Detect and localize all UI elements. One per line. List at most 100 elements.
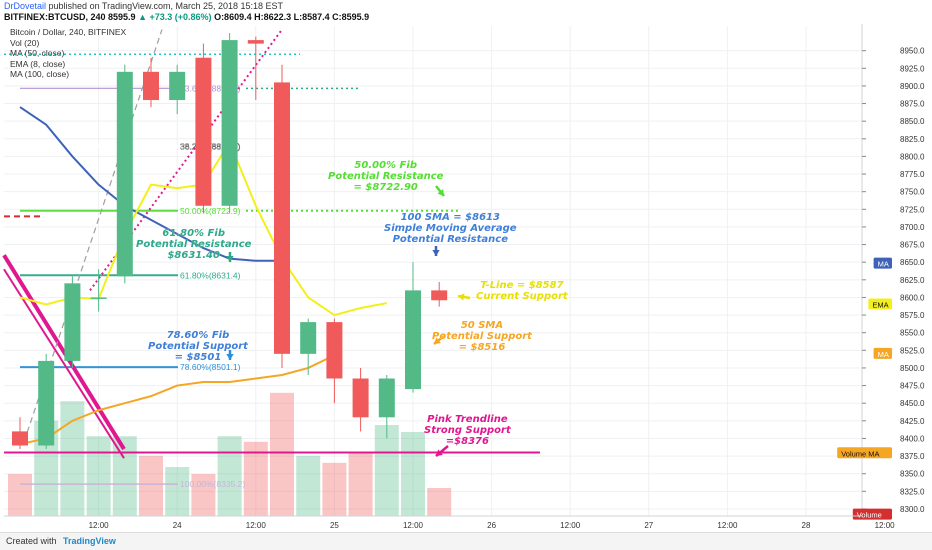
price-tick-label: 8850.0 (900, 117, 925, 126)
price-tick-label: 8500.0 (900, 364, 925, 373)
price-tick-label: 8875.0 (900, 100, 925, 109)
time-tick-label: 12:00 (875, 521, 896, 530)
time-tick-label: 12:00 (89, 521, 110, 530)
tradingview-logo[interactable]: TradingView (63, 536, 116, 546)
volume-bar (374, 425, 399, 516)
price-tag (873, 347, 892, 359)
price-tag (873, 257, 892, 269)
created-with-text: Created with (6, 536, 57, 546)
annotation-fib50: 50.00% Fib Potential Resistance = $8722.90 (328, 160, 444, 193)
volume-bar (217, 436, 242, 516)
price-tag (837, 447, 892, 459)
annotation-sma100: 100 SMA = $8613 Simple Moving Average Pote… (384, 212, 517, 245)
price-tick-label: 8300.0 (900, 505, 925, 514)
time-tick-label: 12:00 (560, 521, 581, 530)
time-tick-label: 26 (487, 521, 496, 530)
arrow-fib50-head (437, 189, 444, 196)
price-tick-label: 8625.0 (900, 276, 925, 285)
ma100-line (19, 106, 282, 262)
annotation-fib618: 61.80% Fib Potential Resistance $8631.40 (136, 228, 252, 261)
time-tick-label: 12:00 (246, 521, 267, 530)
volume-bar (322, 462, 347, 516)
fib-level-label: 50.00%(8722.9) (180, 206, 241, 216)
legend-ma100: MA (100, close) (10, 69, 70, 79)
price-tick-label: 8350.0 (900, 470, 925, 479)
volume-bar (86, 436, 111, 516)
price-tick-label: 8900.0 (900, 82, 925, 91)
price-tag-label: Volume MA (841, 449, 879, 458)
candle-body (12, 431, 28, 446)
candle-body (247, 40, 264, 44)
candle-body (378, 378, 395, 418)
price-tag (852, 508, 892, 520)
price-tick-label: 8375.0 (900, 452, 925, 461)
time-tick-label: 25 (330, 521, 339, 530)
price-tag-label: MA (878, 260, 889, 269)
chart-header: DrDovetail published on TradingView.com,… (0, 0, 932, 24)
price-chart[interactable]: 23.60%(8896.6)38.20%(8814.4)50.00%(8722.… (0, 24, 932, 532)
candle-body (169, 71, 186, 101)
legend-ma50: MA (50, close) (10, 48, 65, 58)
arrow-fib786 (226, 350, 234, 360)
price-tag-label: Volume (857, 511, 882, 520)
candle-body (405, 290, 421, 390)
plot-background (4, 26, 862, 516)
volume-bar (401, 432, 425, 516)
arrow-fib618-head (226, 256, 234, 262)
price-tick-label: 8750.0 (900, 188, 925, 197)
candle-body (221, 40, 238, 206)
symbol-line: BITFINEX:BTCUSD, 240 8595.9 ▲ +73.3 (+0.… (4, 12, 369, 22)
time-tick-label: 12:00 (717, 521, 738, 530)
arrow-fib618 (226, 252, 234, 262)
indicator-legend: Bitcoin / Dollar, 240, BITFINEX Vol (20)… (10, 27, 126, 80)
legend-symbol: Bitcoin / Dollar, 240, BITFINEX (10, 27, 127, 37)
candle-body (352, 378, 369, 418)
price-tick-label: 8725.0 (900, 205, 925, 214)
candle-body (143, 71, 159, 101)
price-tick-label: 8450.0 (900, 399, 925, 408)
price-tag (868, 298, 892, 310)
price-tick-label: 8525.0 (900, 346, 925, 355)
legend-volume: Vol (20) (10, 37, 40, 48)
price-tick-label: 8400.0 (900, 434, 925, 443)
pink-dotted-trendline (89, 28, 283, 291)
price-tick-label: 8475.0 (900, 382, 925, 391)
pink-diagonal-trendline (2, 254, 126, 451)
legend-ema8: EMA (8, close) (10, 58, 66, 69)
volume-bar (348, 453, 373, 516)
annotation-pink-trendline: Pink Trendline Strong Support =$8376 (424, 414, 511, 447)
author-name[interactable]: DrDovetail (4, 1, 47, 11)
annotation-sma50: 50 SMA Potential Support = $8516 (432, 320, 532, 353)
price-tick-label: 8925.0 (900, 64, 925, 73)
time-tick-label: 27 (644, 521, 653, 530)
fib-level-label: 61.80%(8631.4) (180, 270, 241, 280)
price-tag-label: MA (878, 350, 889, 359)
ma50-line (19, 354, 335, 446)
arrow-sma100-head (432, 250, 440, 256)
candle-body (64, 283, 81, 361)
fib-level-label: 100.00%(8335.2) (180, 479, 245, 489)
price-tick-label: 8950.0 (900, 47, 925, 56)
volume-bar (296, 455, 321, 516)
arrow-fib786-head (226, 354, 234, 360)
fib-level-label: 78.60%(8501.1) (180, 362, 241, 372)
price-change: ▲ +73.3 (+0.86%) (138, 12, 212, 22)
volume-bar (8, 474, 32, 516)
volume-bar (427, 488, 452, 516)
candle-body (326, 322, 343, 379)
price-tick-label: 8575.0 (900, 311, 925, 320)
price-tick-label: 8325.0 (900, 487, 925, 496)
ohlc-values: O:8609.4 H:8622.3 L:8587.4 C:8595.9 (214, 12, 370, 22)
time-tick-label: 28 (802, 521, 811, 530)
price-tick-label: 8550.0 (900, 329, 925, 338)
price-tick-label: 8600.0 (900, 293, 925, 302)
candle-body (90, 297, 107, 299)
footer-bar: Created with TradingView (0, 532, 932, 550)
price-tick-label: 8650.0 (900, 258, 925, 267)
annotation-fib786: 78.60% Fib Potential Support = $8501 (148, 330, 248, 363)
price-axis (862, 24, 932, 516)
price-tick-label: 8775.0 (900, 170, 925, 179)
volume-bar (191, 474, 216, 516)
price-tick-label: 8700.0 (900, 223, 925, 232)
arrow-tline-head (458, 293, 465, 301)
